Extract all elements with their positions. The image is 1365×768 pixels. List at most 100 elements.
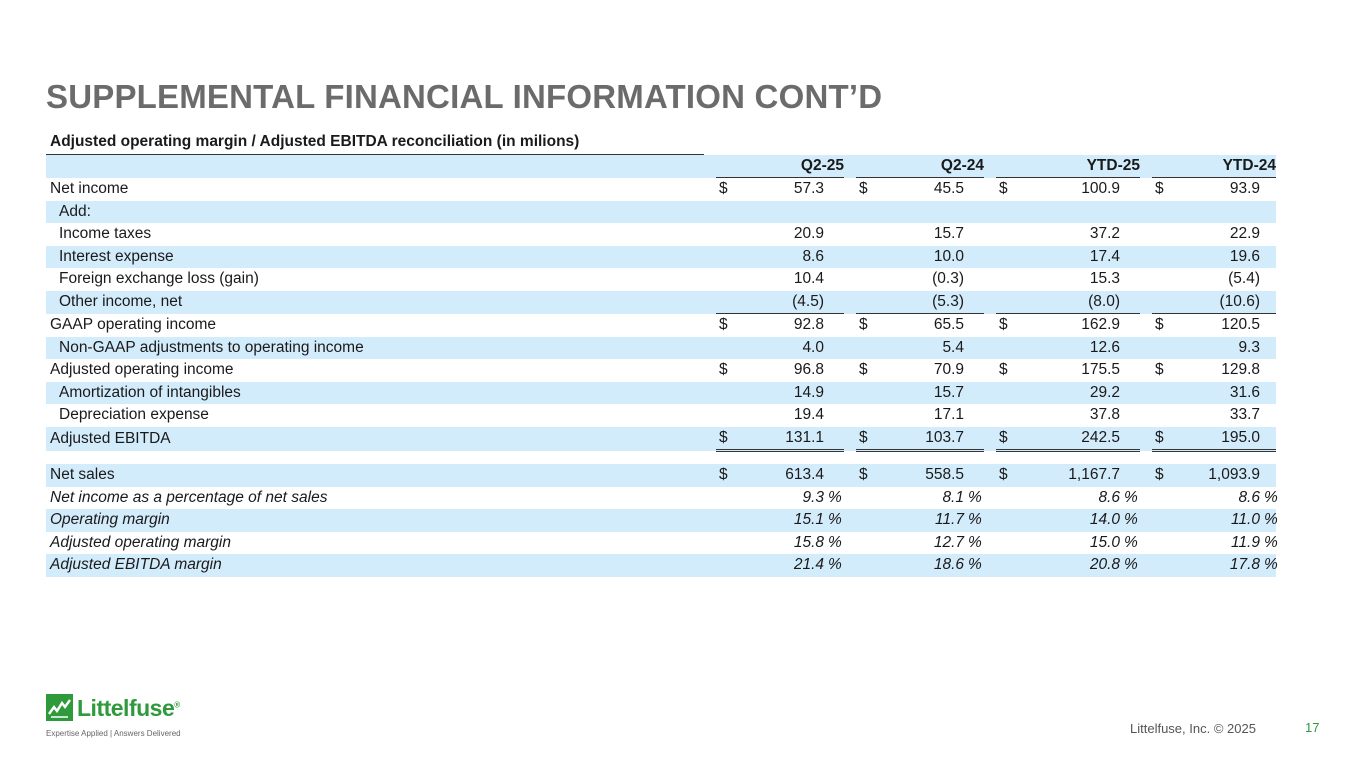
cell-value: 17.8 — [1174, 554, 1260, 577]
cell-value: 57.3 — [793, 180, 824, 198]
currency-symbol — [716, 200, 738, 223]
cell-value: 11.7 — [878, 509, 964, 532]
cell-value: (8.0) — [1018, 290, 1120, 314]
currency-symbol — [1152, 200, 1174, 223]
currency-symbol — [856, 245, 878, 268]
currency-symbol — [716, 532, 738, 555]
currency-symbol — [1152, 381, 1174, 404]
row-label: Add: — [46, 200, 704, 223]
currency-symbol — [1152, 509, 1174, 532]
cell-suffix — [1120, 268, 1140, 291]
currency-symbol: $ — [1152, 426, 1174, 452]
cell-suffix — [824, 464, 844, 487]
cell-suffix: % — [964, 554, 984, 577]
cell-suffix — [824, 178, 844, 201]
cell-value: 10.4 — [793, 270, 824, 288]
currency-symbol: $ — [856, 464, 878, 487]
currency-symbol — [856, 532, 878, 555]
page-title: SUPPLEMENTAL FINANCIAL INFORMATION CONT’… — [46, 78, 883, 115]
currency-symbol — [716, 487, 738, 510]
column-header: YTD-24 — [1152, 154, 1276, 178]
cell-value: 15.0 — [1089, 533, 1120, 551]
reconciliation-table: Adjusted operating margin / Adjusted EBI… — [46, 130, 1278, 577]
table-row: Amortization of intangibles 14.9 15.7 29.2 3… — [46, 381, 1276, 404]
row-label: Net sales — [46, 464, 704, 487]
cell-value: 8.6 — [1238, 488, 1260, 506]
row-label: Net income — [50, 180, 129, 197]
currency-symbol — [1152, 245, 1174, 268]
cell-suffix — [964, 359, 984, 382]
cell-value: 17.4 — [1018, 245, 1120, 268]
cell-suffix: % — [964, 509, 984, 532]
cell-value: 9.3 — [1174, 336, 1260, 359]
currency-symbol: $ — [996, 426, 1018, 452]
cell-value: 1,167.7 — [1018, 464, 1120, 487]
cell-value: 22.9 — [1229, 225, 1260, 243]
logo-wordmark: Littelfuse® — [77, 695, 180, 721]
cell-value: 37.2 — [1089, 225, 1120, 243]
cell-value: 21.4 — [738, 554, 824, 577]
cell-suffix — [824, 245, 844, 268]
currency-symbol — [996, 381, 1018, 404]
cell-value: (5.4) — [1228, 270, 1260, 288]
cell-suffix: % — [1124, 533, 1138, 551]
currency-symbol: $ — [1152, 464, 1174, 487]
currency-symbol — [1152, 404, 1174, 427]
cell-suffix — [1120, 336, 1140, 359]
cell-value: 129.8 — [1221, 361, 1260, 379]
cell-value: 29.2 — [1018, 381, 1120, 404]
cell-suffix — [824, 290, 844, 314]
cell-value: 9.3 — [802, 488, 824, 506]
currency-symbol — [1152, 554, 1174, 577]
cell-value: 18.6 — [878, 554, 964, 577]
table-row: Adjusted EBITDA margin 21.4% 18.6% 20.8% 17.… — [46, 554, 1278, 577]
cell-value: 20.9 — [793, 225, 824, 243]
cell-suffix — [824, 223, 844, 246]
cell-suffix — [964, 314, 984, 337]
cell-suffix — [1260, 426, 1276, 452]
table-row: Operating margin 15.1% 11.7% 14.0% 11.0% — [46, 509, 1278, 532]
cell-suffix — [1120, 359, 1140, 382]
currency-symbol — [716, 404, 738, 427]
currency-symbol: $ — [1155, 361, 1164, 379]
row-label: Non-GAAP adjustments to operating income — [46, 336, 704, 359]
currency-symbol — [996, 509, 1018, 532]
cell-suffix: % — [1120, 509, 1140, 532]
table-row: Net income as a percentage of net sales 9… — [46, 487, 1278, 510]
currency-symbol: $ — [719, 316, 728, 334]
cell-suffix — [824, 200, 844, 223]
currency-symbol — [996, 336, 1018, 359]
cell-value: 5.4 — [878, 336, 964, 359]
currency-symbol — [716, 336, 738, 359]
cell-suffix — [1120, 245, 1140, 268]
cell-suffix — [964, 178, 984, 201]
currency-symbol: $ — [859, 361, 868, 379]
cell-value: 33.7 — [1229, 406, 1260, 424]
cell-value: 4.0 — [738, 336, 824, 359]
cell-value: 19.4 — [793, 406, 824, 424]
currency-symbol: $ — [999, 316, 1008, 334]
cell-suffix — [1120, 381, 1140, 404]
cell-suffix: % — [968, 533, 982, 551]
currency-symbol — [856, 487, 878, 510]
cell-suffix — [1120, 464, 1140, 487]
currency-symbol — [856, 404, 878, 427]
currency-symbol — [716, 554, 738, 577]
table-row: GAAP operating income $92.8 $65.5 $162.9 $12… — [46, 314, 1276, 337]
currency-symbol — [996, 200, 1018, 223]
currency-symbol — [996, 245, 1018, 268]
cell-value: 558.5 — [878, 464, 964, 487]
cell-value: 242.5 — [1018, 426, 1120, 452]
currency-symbol — [716, 381, 738, 404]
table-row: Foreign exchange loss (gain) 10.4 (0.3) 15.… — [46, 268, 1276, 291]
cell-value: 96.8 — [793, 361, 824, 379]
cell-suffix — [964, 223, 984, 246]
cell-suffix — [1260, 245, 1276, 268]
logo-tagline: Expertise Applied | Answers Delivered — [46, 729, 181, 738]
cell-suffix — [824, 268, 844, 291]
currency-symbol: $ — [716, 426, 738, 452]
cell-value: 70.9 — [933, 361, 964, 379]
cell-suffix — [1120, 426, 1140, 452]
cell-suffix — [1260, 290, 1276, 314]
cell-suffix — [964, 336, 984, 359]
